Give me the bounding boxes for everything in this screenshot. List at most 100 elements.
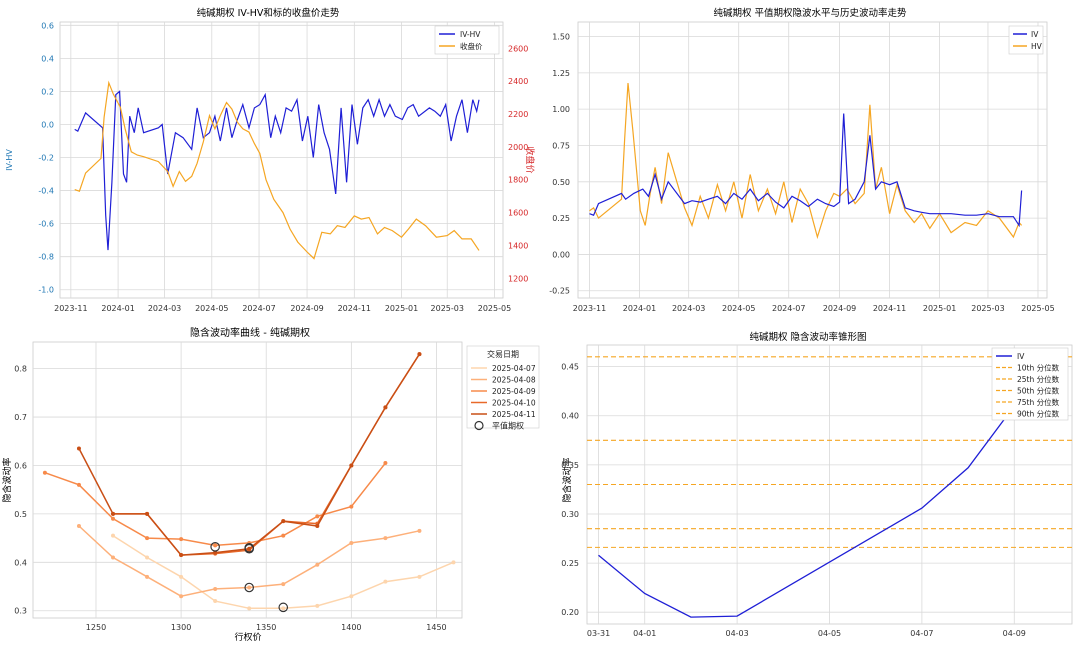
legend-box: [434, 25, 500, 55]
ivhv-close-chart: 纯碱期权 IV-HV和标的收盘价走势 IV-HV 收盘价 2023-11 2024…: [5, 7, 536, 313]
legend-label: 2025-04-10: [492, 399, 536, 408]
y-tick-label: 1.00: [552, 105, 570, 114]
x-tick-label: 2025-05: [478, 304, 511, 313]
plot-area: [577, 21, 1048, 299]
iv-cone-chart: 纯碱期权 隐含波动率锥形图 隐含波动率 03-31 04-01 04-03 04-05…: [561, 331, 1073, 638]
y-tick-label: 0.4: [41, 54, 54, 63]
smile-point: [213, 599, 218, 604]
legend-box: [991, 347, 1069, 421]
smile-point: [213, 586, 218, 591]
smile-point: [281, 533, 286, 538]
smile-point: [111, 511, 116, 516]
x-tick-label: 2024-09: [290, 304, 323, 313]
legend-label: 平值期权: [492, 421, 524, 431]
smile-point: [76, 482, 81, 487]
y-tick-label: 0.4: [14, 558, 27, 567]
legend-label: 2025-04-11: [492, 410, 536, 419]
x-tick-label: 03-31: [587, 629, 610, 638]
smile-point: [111, 555, 116, 560]
smile-point: [111, 533, 116, 538]
legend-label: 收盘价: [460, 41, 483, 51]
y-tick-label: 0.0: [41, 120, 54, 129]
x-tick-label: 04-07: [910, 629, 933, 638]
x-tick-label: 2024-03: [672, 304, 705, 313]
iv-hv-chart: 纯碱期权 平值期权隐波水平与历史波动率走势 2023-11 2024-01 2024…: [549, 7, 1054, 313]
x-tick-label: 2025-01: [923, 304, 956, 313]
iv-smile-chart: 隐含波动率曲线 - 纯碱期权 行权价 隐含波动率 1250 1300 1350 140…: [1, 326, 540, 643]
smile-point: [76, 524, 81, 528]
smile-point: [315, 562, 320, 567]
legend-label: 2025-04-08: [492, 376, 536, 385]
y-axis-label: 隐含波动率: [1, 457, 13, 502]
plot-area: [32, 341, 463, 619]
y2-tick-label: 2400: [508, 77, 528, 86]
y-tick-label: 0.6: [14, 461, 27, 470]
smile-point: [315, 603, 320, 608]
smile-point: [281, 606, 286, 611]
y-tick-label: 1.50: [552, 33, 570, 42]
legend-box: [1008, 25, 1044, 55]
x-tick-label: 04-05: [818, 629, 841, 638]
y-tick-label: 0.50: [552, 178, 570, 187]
smile-point: [451, 560, 456, 565]
x-tick-label: 2024-11: [873, 304, 906, 313]
y-tick-label: 0.2: [41, 87, 54, 96]
smile-point: [383, 405, 388, 410]
smile-point: [349, 540, 354, 545]
y-tick-label: 0.75: [552, 141, 570, 150]
smile-point: [349, 463, 354, 468]
y2-axis-label: 收盘价: [524, 146, 536, 173]
smile-point: [213, 550, 218, 555]
legend-label: 2025-04-07: [492, 364, 536, 373]
chart-title: 纯碱期权 隐含波动率锥形图: [749, 331, 866, 343]
y2-tick-label: 2600: [508, 44, 528, 53]
x-tick-label: 1400: [341, 623, 361, 632]
legend-label: 10th 分位数: [1017, 363, 1060, 373]
x-tick-label: 1300: [171, 623, 191, 632]
y2-tick-label: 1600: [508, 209, 528, 218]
x-tick-label: 2024-05: [195, 304, 228, 313]
smile-point: [179, 594, 184, 599]
y-tick-label: 0.8: [14, 365, 27, 374]
x-tick-label: 2024-03: [148, 304, 181, 313]
y-tick-label: 0.00: [552, 250, 570, 259]
y-tick-label: 0.25: [552, 214, 570, 223]
y-tick-label: -1.0: [38, 286, 54, 295]
y-tick-label: -0.4: [38, 187, 54, 196]
smile-point: [349, 594, 354, 599]
y-tick-label: 0.25: [561, 559, 579, 568]
plot-area: [59, 21, 504, 299]
y2-tick-label: 1400: [508, 241, 528, 250]
y-axis-label: IV-HV: [5, 149, 14, 171]
y-tick-label: 0.40: [561, 412, 579, 421]
x-tick-label: 2024-01: [623, 304, 656, 313]
y2-tick-label: 2200: [508, 110, 528, 119]
smile-point: [145, 536, 150, 541]
x-tick-label: 2023-11: [573, 304, 606, 313]
y-axis-label: 隐含波动率: [561, 457, 573, 502]
smile-point: [417, 352, 422, 357]
smile-point: [42, 470, 47, 475]
smile-point: [383, 579, 388, 584]
y-tick-label: 0.5: [14, 510, 27, 519]
y-tick-label: 0.30: [561, 510, 579, 519]
legend-label: 2025-04-09: [492, 387, 536, 396]
smile-point: [281, 582, 286, 587]
x-tick-label: 1250: [86, 623, 106, 632]
smile-point: [111, 516, 116, 521]
atm-marker: [210, 542, 220, 552]
x-tick-label: 2023-11: [54, 304, 87, 313]
y-tick-label: -0.25: [549, 287, 570, 296]
legend-label: 90th 分位数: [1017, 409, 1060, 419]
chart-title: 隐含波动率曲线 - 纯碱期权: [190, 326, 310, 339]
y2-tick-label: 1800: [508, 176, 528, 185]
legend-label: IV-HV: [460, 30, 481, 39]
y-tick-label: 1.25: [552, 69, 570, 78]
smile-point: [417, 528, 422, 533]
smile-point: [179, 553, 184, 558]
x-tick-label: 2024-07: [242, 304, 275, 313]
x-tick-label: 04-01: [633, 629, 656, 638]
x-tick-label: 2024-11: [338, 304, 371, 313]
legend-label: 25th 分位数: [1017, 374, 1060, 384]
